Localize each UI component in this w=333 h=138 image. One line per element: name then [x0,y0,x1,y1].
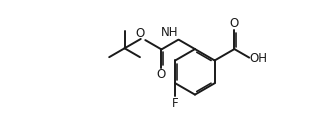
Text: O: O [136,26,145,39]
Text: F: F [172,97,178,110]
Text: O: O [157,68,166,81]
Text: NH: NH [161,26,178,39]
Text: OH: OH [250,52,268,65]
Text: O: O [230,17,239,30]
